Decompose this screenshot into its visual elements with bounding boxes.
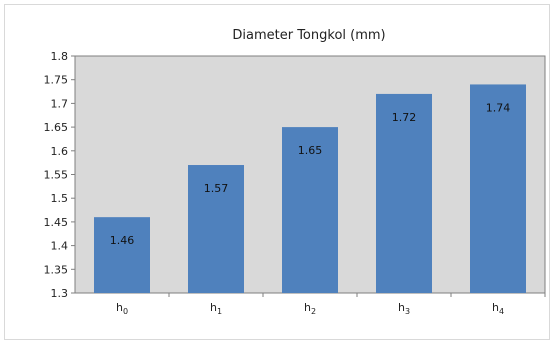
y-tick-label: 1.5 bbox=[51, 192, 69, 205]
bar bbox=[470, 84, 526, 293]
y-tick-label: 1.4 bbox=[51, 240, 69, 253]
data-label: 1.72 bbox=[392, 111, 417, 124]
data-label: 1.46 bbox=[110, 234, 135, 247]
x-tick-label: h1 bbox=[210, 301, 222, 316]
y-tick-label: 1.65 bbox=[44, 121, 69, 134]
bar bbox=[282, 127, 338, 293]
y-tick-label: 1.75 bbox=[44, 74, 69, 87]
bars bbox=[94, 84, 526, 293]
data-labels: 1.46 1.57 1.65 1.72 1.74 bbox=[110, 101, 511, 247]
x-tick-label: h3 bbox=[398, 301, 410, 316]
y-tick-label: 1.8 bbox=[51, 50, 69, 63]
data-label: 1.57 bbox=[204, 182, 229, 195]
bar bbox=[188, 165, 244, 293]
chart-frame: Diameter Tongkol (mm) 1.3 1.35 1.4 1.45 1.5 1… bbox=[4, 4, 550, 340]
x-tick-label: h4 bbox=[492, 301, 504, 316]
y-tick-label: 1.6 bbox=[51, 145, 69, 158]
x-tick-label: h2 bbox=[304, 301, 316, 316]
bar bbox=[376, 93, 432, 293]
data-label: 1.65 bbox=[298, 144, 323, 157]
y-tick-label: 1.7 bbox=[51, 97, 69, 110]
bar bbox=[94, 217, 150, 293]
y-tick-label: 1.35 bbox=[44, 263, 69, 276]
x-tick-label: h0 bbox=[116, 301, 128, 316]
y-axis-ticks: 1.3 1.35 1.4 1.45 1.5 1.55 1.6 1.65 1.7 1.75 1.8 bbox=[44, 50, 75, 300]
y-tick-label: 1.3 bbox=[51, 287, 69, 300]
y-tick-label: 1.45 bbox=[44, 216, 69, 229]
data-label: 1.74 bbox=[486, 101, 511, 114]
x-axis-ticks: h0 h1 h2 h3 h4 bbox=[116, 293, 546, 316]
bar-chart: Diameter Tongkol (mm) 1.31.351.41.451.51… bbox=[44, 28, 546, 316]
y-tick-label: 1.55 bbox=[44, 169, 69, 182]
chart-title: Diameter Tongkol (mm) bbox=[232, 28, 385, 43]
